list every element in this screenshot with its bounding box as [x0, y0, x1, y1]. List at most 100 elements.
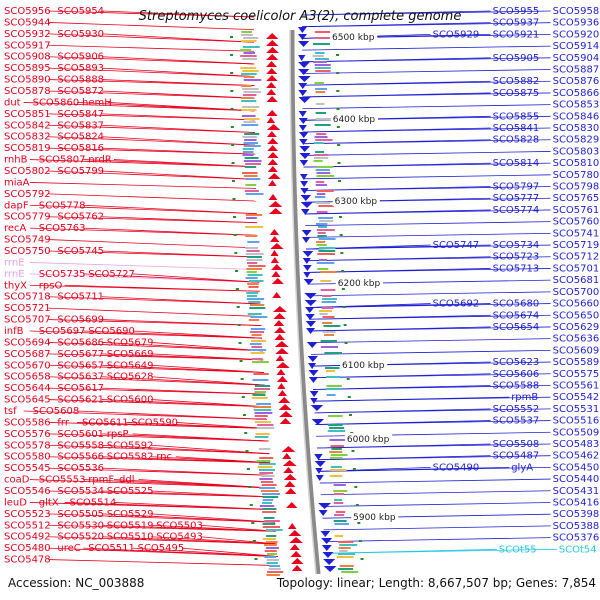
right-gene-label[interactable]: SCO5723	[493, 252, 540, 263]
left-gene-label[interactable]: SCO5697	[39, 326, 86, 337]
right-gene-label[interactable]: SCO5814	[493, 158, 540, 169]
left-gene-label[interactable]: SCO5580	[4, 452, 51, 463]
left-gene-label[interactable]: rpmF	[88, 475, 114, 486]
right-gene-label[interactable]: SCO5609	[553, 345, 600, 356]
left-gene-label[interactable]: SCO5718	[4, 292, 51, 303]
left-gene-label[interactable]: SCO5956	[4, 6, 51, 17]
right-gene-label[interactable]: SCO5650	[553, 310, 600, 321]
right-gene-label[interactable]: SCO5654	[493, 322, 540, 333]
left-gene-label[interactable]: SCO5558	[57, 440, 104, 451]
left-gene-label[interactable]: SCO5586	[4, 417, 51, 428]
left-gene-label[interactable]: SCO5819	[4, 143, 51, 154]
right-gene-label[interactable]: SCO5701	[553, 263, 600, 274]
left-gene-label[interactable]: SCO5649	[107, 360, 154, 371]
left-gene-label[interactable]: frr	[57, 417, 69, 428]
left-gene-label[interactable]: SCO5687	[4, 349, 51, 360]
left-gene-label[interactable]: SCO5707	[4, 315, 51, 326]
left-gene-label[interactable]: rnc	[156, 452, 172, 463]
left-gene-label[interactable]: SCO5824	[57, 132, 104, 143]
left-gene-label[interactable]: SCO5658	[4, 372, 51, 383]
right-gene-label[interactable]: SCO5537	[493, 416, 540, 427]
right-gene-label[interactable]: SCO5629	[553, 322, 600, 333]
right-gene-label[interactable]: SCO5700	[553, 287, 600, 298]
left-gene-label[interactable]: SCO5694	[4, 337, 51, 348]
left-gene-label[interactable]: SCO5478	[4, 555, 51, 566]
left-gene-label[interactable]: SCO5590	[131, 417, 178, 428]
right-gene-label[interactable]: SCO5680	[493, 299, 540, 310]
right-gene-label[interactable]: SCO5914	[553, 41, 600, 52]
right-gene-label[interactable]: SCO5692	[433, 299, 480, 310]
right-gene-label[interactable]: SCO5855	[493, 111, 540, 122]
left-gene-label[interactable]: SCO5932	[4, 29, 51, 40]
right-gene-label[interactable]: SCO5588	[493, 380, 540, 391]
right-gene-label[interactable]: SCO5830	[553, 123, 600, 134]
right-gene-label[interactable]: SCO5388	[553, 521, 600, 532]
right-gene-label[interactable]: SCO5660	[553, 299, 600, 310]
left-gene-label[interactable]: SCO5807	[39, 155, 86, 166]
right-gene-label[interactable]: SCO5958	[553, 6, 600, 17]
left-gene-label[interactable]: SCO5512	[4, 520, 51, 531]
right-gene-label[interactable]: SCO5887	[553, 65, 600, 76]
right-gene-label[interactable]: SCO5797	[493, 182, 540, 193]
left-gene-label[interactable]: SCO5553	[39, 475, 86, 486]
right-gene-label[interactable]: SCO5431	[553, 486, 600, 497]
left-gene-label[interactable]: SCO5536	[57, 463, 104, 474]
left-gene-label[interactable]: SCO5837	[57, 120, 104, 131]
left-gene-label[interactable]: SCO5582	[107, 452, 154, 463]
left-gene-label[interactable]: SCO5878	[4, 86, 51, 97]
left-gene-label[interactable]: gltX	[39, 497, 59, 508]
right-gene-label[interactable]: SCO5376	[553, 533, 600, 544]
right-gene-label[interactable]: SCO5936	[553, 18, 600, 29]
left-gene-label[interactable]: SCO5727	[88, 269, 135, 280]
left-gene-label[interactable]: SCO5492	[4, 532, 51, 543]
right-gene-label[interactable]: SCO5606	[493, 369, 540, 380]
left-gene-label[interactable]: SCO5600	[107, 395, 154, 406]
left-gene-label[interactable]: SCO5888	[57, 75, 104, 86]
left-gene-label[interactable]: rrnE	[4, 269, 25, 280]
left-gene-label[interactable]: SCO5520	[57, 532, 104, 543]
left-gene-label[interactable]: thyX	[4, 280, 27, 291]
left-gene-label[interactable]: coaD	[4, 475, 30, 486]
right-gene-label[interactable]: SCO5462	[553, 451, 600, 462]
left-gene-label[interactable]: SCO5944	[4, 17, 51, 28]
left-gene-label[interactable]: SCO5750	[4, 246, 51, 257]
left-gene-label[interactable]: SCO5816	[57, 143, 104, 154]
left-gene-label[interactable]: SCO5792	[4, 189, 51, 200]
right-gene-label[interactable]: SCO5929	[433, 29, 480, 40]
left-gene-label[interactable]: SCO5511	[88, 543, 135, 554]
left-gene-label[interactable]: SCO5872	[57, 86, 104, 97]
left-gene-label[interactable]: SCO5711	[57, 292, 104, 303]
left-gene-label[interactable]: SCO5534	[57, 486, 104, 497]
right-gene-label[interactable]: SCO5774	[493, 205, 540, 216]
left-gene-label[interactable]: SCO5906	[57, 52, 104, 63]
left-gene-label[interactable]: miaA	[4, 177, 30, 188]
left-gene-label[interactable]: infB	[4, 326, 24, 337]
right-gene-label[interactable]: SCO5904	[553, 53, 600, 64]
left-gene-label[interactable]: SCO5749	[4, 235, 51, 246]
left-gene-label[interactable]: SCO5545	[4, 463, 51, 474]
left-gene-label[interactable]: SCO5480	[4, 543, 51, 554]
right-gene-label[interactable]: SCO5674	[493, 310, 540, 321]
left-gene-label[interactable]: SCO5495	[138, 543, 185, 554]
left-gene-label[interactable]: SCO5842	[4, 120, 51, 131]
left-gene-label[interactable]: SCO5893	[57, 63, 104, 74]
right-gene-label[interactable]: SCO5829	[553, 135, 600, 146]
left-gene-label[interactable]: SCO5721	[4, 303, 51, 314]
right-gene-label[interactable]: SCO5713	[493, 263, 540, 274]
left-gene-label[interactable]: SCO5621	[57, 395, 104, 406]
right-gene-label[interactable]: SCO5921	[493, 29, 540, 40]
left-gene-label[interactable]: rpsP	[107, 429, 129, 440]
left-gene-label[interactable]: SCO5617	[57, 383, 104, 394]
left-gene-label[interactable]: SCO5860	[33, 97, 80, 108]
right-gene-label[interactable]: SCO5681	[553, 275, 600, 286]
left-gene-label[interactable]: SCO5954	[57, 6, 104, 17]
left-gene-label[interactable]: SCO5493	[156, 532, 203, 543]
right-gene-label[interactable]: SCO5937	[493, 18, 540, 29]
right-gene-label[interactable]: SCO5398	[553, 509, 600, 520]
left-gene-label[interactable]: SCO5745	[57, 246, 104, 257]
right-gene-label[interactable]: SCO5636	[553, 334, 600, 345]
right-gene-label[interactable]: SCO5828	[493, 135, 540, 146]
left-gene-label[interactable]: dapF	[4, 200, 29, 211]
right-gene-label[interactable]: SCO5516	[553, 416, 600, 427]
left-gene-label[interactable]: SCO5670	[4, 360, 51, 371]
